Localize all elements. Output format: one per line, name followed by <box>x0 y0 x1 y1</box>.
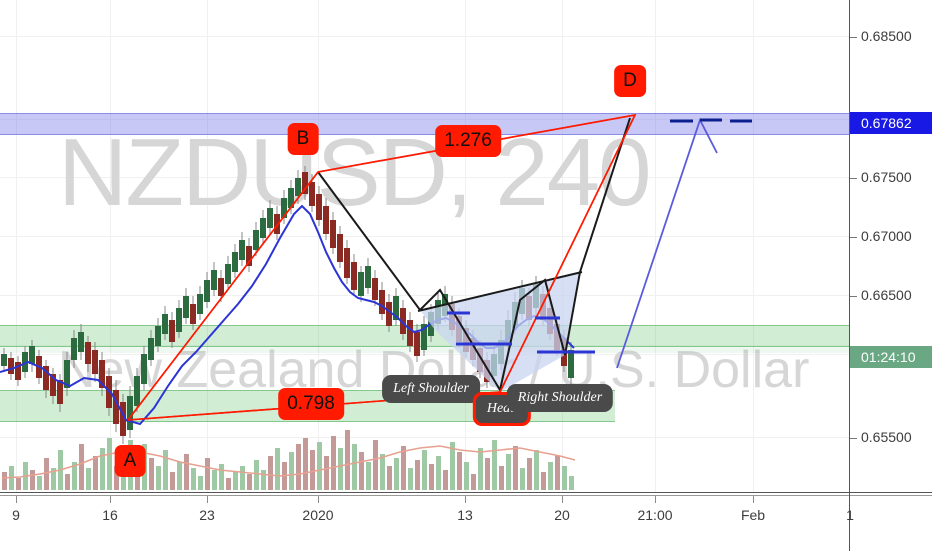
tick-dash <box>850 177 857 179</box>
gridline-horizontal <box>0 36 849 37</box>
tick-dash <box>850 295 857 297</box>
chart-drawings-layer <box>0 113 752 490</box>
tick-dash <box>850 236 857 238</box>
volume-bars <box>2 430 574 490</box>
time-axis[interactable]: 9 16 23 2020 13 20 21:00 Feb 1 <box>0 492 932 551</box>
price-tick-label: 0.68500 <box>861 28 912 44</box>
time-axis-divider <box>849 493 850 551</box>
time-tick <box>562 496 563 503</box>
time-tick-label: 23 <box>199 507 215 523</box>
price-tick-label: 0.67000 <box>861 228 912 244</box>
gridline-horizontal <box>0 177 849 178</box>
price-tick: 0.66500 <box>850 287 912 303</box>
resistance-zone <box>0 113 849 135</box>
time-tick <box>465 496 466 503</box>
last-price-badge[interactable]: 0.67862 <box>850 112 932 134</box>
tick-dash <box>850 36 857 38</box>
price-projection-line <box>616 117 718 369</box>
gridline-vertical <box>753 0 754 492</box>
harmonic-point-a-label[interactable]: A <box>114 445 146 477</box>
gridline-horizontal <box>0 119 849 120</box>
harmonic-point-b-label[interactable]: B <box>287 123 319 155</box>
head-and-shoulders-zigzag <box>317 117 631 393</box>
fib-ratio-0798-label[interactable]: 0.798 <box>278 388 344 420</box>
volume-moving-average <box>1 445 576 479</box>
left-shoulder-label[interactable]: Left Shoulder <box>382 375 480 403</box>
price-tick: 0.68500 <box>850 28 912 44</box>
price-tick: 0.67500 <box>850 169 912 185</box>
time-axis-separator <box>0 495 932 496</box>
price-axis[interactable]: 0.68500 0.68000 0.67500 0.67000 0.66500 … <box>849 0 932 492</box>
gridline-vertical <box>318 0 319 492</box>
gridline-vertical <box>465 0 466 492</box>
harmonic-line-DC <box>499 114 636 393</box>
pattern-shaded-region <box>420 272 580 392</box>
gridline-horizontal <box>0 437 849 438</box>
harmonic-line-AB <box>127 171 319 421</box>
time-tick <box>753 496 754 503</box>
price-tick-label: 0.67500 <box>861 169 912 185</box>
time-tick-label: 21:00 <box>637 507 673 523</box>
time-tick <box>16 496 17 503</box>
gridline-horizontal <box>0 295 849 296</box>
time-tick <box>655 496 656 503</box>
harmonic-point-d-label[interactable]: D <box>614 65 646 97</box>
price-tick: 0.67000 <box>850 228 912 244</box>
fib-ratio-1276-label[interactable]: 1.276 <box>435 125 501 157</box>
time-tick <box>207 496 208 503</box>
time-tick-label: 20 <box>554 507 570 523</box>
chart-plot-area[interactable]: NZDUSD, 240 New Zealand Dollar / U.S. Do… <box>0 0 849 492</box>
gridline-vertical <box>207 0 208 492</box>
time-tick-label: 2020 <box>302 507 334 523</box>
price-level-markers <box>447 311 595 354</box>
time-tick <box>110 496 111 503</box>
gridline-vertical <box>562 0 563 492</box>
bar-countdown-badge[interactable]: 01:24:10 <box>850 346 932 368</box>
gridline-vertical <box>110 0 111 492</box>
gridline-vertical <box>655 0 656 492</box>
time-tick-label: 1 <box>846 507 854 523</box>
time-tick-label: 13 <box>457 507 473 523</box>
resistance-level-markers <box>670 118 752 123</box>
time-tick-label: Feb <box>740 507 766 523</box>
price-tick-label: 0.65500 <box>861 429 912 445</box>
gridline-vertical <box>16 0 17 492</box>
right-shoulder-label[interactable]: Right Shoulder <box>506 384 614 412</box>
gridline-horizontal <box>0 236 849 237</box>
price-tick-label: 0.66500 <box>861 287 912 303</box>
tick-dash <box>850 437 857 439</box>
price-tick: 0.65500 <box>850 429 912 445</box>
time-tick <box>318 496 319 503</box>
time-tick-label: 16 <box>102 507 118 523</box>
time-tick-label: 9 <box>12 507 20 523</box>
